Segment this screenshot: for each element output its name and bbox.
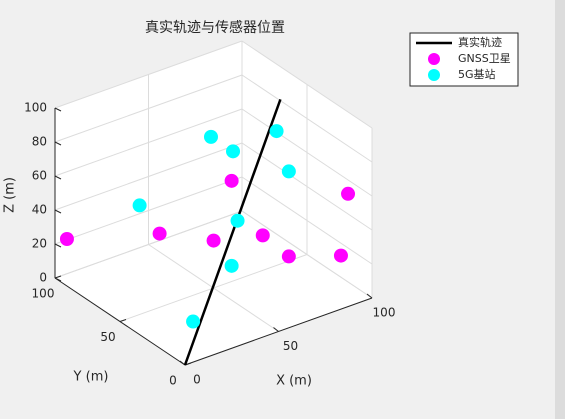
grid-line [54,108,243,177]
z-tick [54,277,62,282]
marker [206,233,221,248]
legend-swatch [428,69,440,81]
grid-line [241,40,373,129]
grid-line [241,176,373,265]
marker [281,249,296,264]
z-tick-label: 80 [32,135,47,149]
z-axis-label: Z (m) [3,177,18,213]
x-tick [366,293,373,299]
x-tick-label: 100 [373,306,396,320]
marker [59,231,74,246]
grid-line [54,210,243,279]
marker [224,258,239,273]
z-tick-label: 100 [24,101,47,115]
grid-line [241,108,373,197]
trajectory-line [183,98,282,366]
grid-line [54,74,243,143]
z-tick-label: 0 [39,271,47,285]
chart-title: 真实轨迹与传感器位置 [145,19,285,36]
window-edge [555,0,565,419]
x-tick-label: 0 [193,373,201,387]
marker [224,173,239,188]
y-axis-label: Y (m) [73,370,109,385]
y-tick-label: 0 [169,374,177,388]
z-tick [54,175,62,180]
marker [281,164,296,179]
y-tick-label: 50 [100,330,115,344]
z-tick [54,243,62,248]
x-tick-label: 50 [283,339,298,353]
marker [132,198,147,213]
marker [226,144,241,159]
marker [341,186,356,201]
grid-line [54,40,243,109]
marker [230,213,245,228]
grid-line [241,74,373,163]
legend-label: 5G基站 [458,67,496,81]
legend-label: 真实轨迹 [458,35,502,49]
grid-line [241,210,373,299]
marker [333,248,348,263]
grid-line [241,142,373,231]
legend-swatch [428,53,440,65]
marker [152,226,167,241]
z-tick [54,107,62,112]
y-tick-label: 100 [32,287,55,301]
grid-line [54,142,243,211]
y-tick [54,275,62,279]
z-tick-label: 40 [32,203,47,217]
z-tick-label: 60 [32,169,47,183]
legend-label: GNSS卫星 [458,52,511,65]
z-tick [54,209,62,214]
y-tick [119,319,127,322]
plot-area: 0 50 100 0 50 100 0 20 40 60 80 100 [24,40,396,388]
marker [269,124,284,139]
z-tick [54,141,62,146]
x-axis-label: X (m) [276,374,312,389]
grid-line [54,176,243,245]
marker [203,129,218,144]
marker [186,314,201,329]
marker [255,228,270,243]
z-tick-label: 20 [32,237,47,251]
x-tick [273,327,279,332]
